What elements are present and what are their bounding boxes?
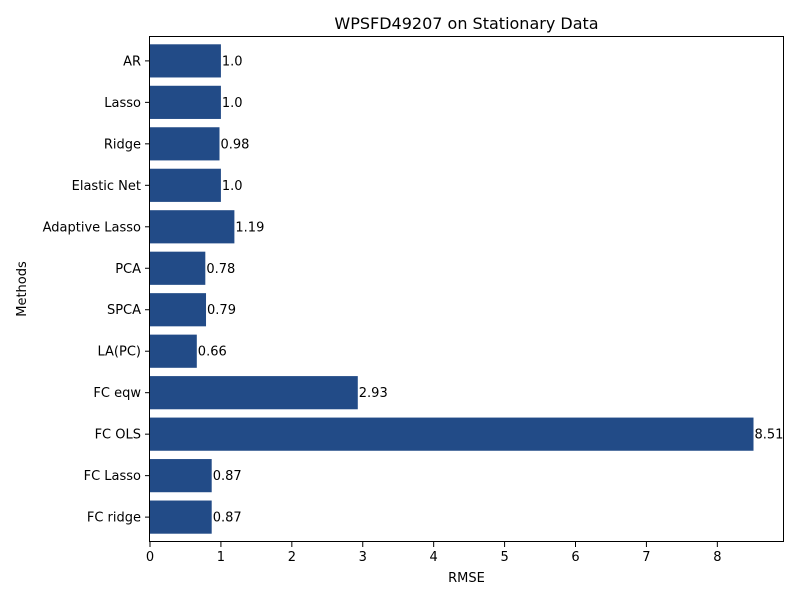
y-tick-label-1: Lasso [104,96,141,111]
x-tick-label-8: 8 [713,550,721,565]
x-axis-label: RMSE [448,571,485,586]
y-tick-label-0: AR [123,54,141,69]
y-tick-label-10: FC Lasso [84,469,141,484]
data-label-4: 1.19 [235,220,264,235]
bar-3 [150,168,221,202]
data-label-8: 2.93 [359,386,388,401]
y-tick-label-7: LA(PC) [98,345,142,360]
data-label-1: 1.0 [222,96,243,111]
y-tick-label-5: PCA [115,262,141,277]
bars [150,44,754,534]
bar-9 [150,417,754,451]
y-axis-label: Methods [15,261,30,317]
bar-11 [150,500,212,534]
bar-10 [150,459,212,493]
data-label-9: 8.51 [755,428,784,443]
bar-6 [150,293,207,327]
data-label-6: 0.79 [207,303,236,318]
x-tick-label-2: 2 [288,550,296,565]
y-tick-label-3: Elastic Net [72,179,141,194]
y-tick-label-8: FC eqw [93,386,141,401]
bar-1 [150,85,221,119]
y-tick-label-6: SPCA [107,303,141,318]
bar-4 [150,210,235,244]
data-label-3: 1.0 [222,179,243,194]
data-label-5: 0.78 [206,262,235,277]
y-tick-label-4: Adaptive Lasso [43,220,141,235]
bar-2 [150,127,220,161]
bar-0 [150,44,221,78]
data-label-2: 0.98 [220,137,249,152]
data-label-11: 0.87 [213,511,242,526]
x-tick-label-5: 5 [500,550,508,565]
bar-5 [150,251,206,285]
data-label-10: 0.87 [213,469,242,484]
data-label-0: 1.0 [222,54,243,69]
y-tick-label-2: Ridge [104,137,141,152]
x-tick-label-3: 3 [359,550,367,565]
plot-area-frame [149,36,784,542]
x-tick-label-4: 4 [430,550,438,565]
data-label-7: 0.66 [198,345,227,360]
x-tick-label-6: 6 [571,550,579,565]
x-tick-label-1: 1 [217,550,225,565]
data-labels: 1.0 1.0 0.98 1.0 1.19 0.78 0.79 0.66 2.93 8.51 0.8… [198,54,784,525]
x-tick-label-0: 0 [146,550,154,565]
chart-title: WPSFD49207 on Stationary Data [334,14,598,33]
y-tick-label-11: FC ridge [87,511,141,526]
bar-8 [150,376,358,410]
x-tick-label-7: 7 [642,550,650,565]
bar-7 [150,334,197,368]
y-tick-label-9: FC OLS [95,428,141,443]
x-axis: 0 1 2 3 4 5 6 7 8 [146,542,721,565]
y-axis: AR Lasso Ridge Elastic Net Adaptive Lasso PCA… [43,54,150,526]
